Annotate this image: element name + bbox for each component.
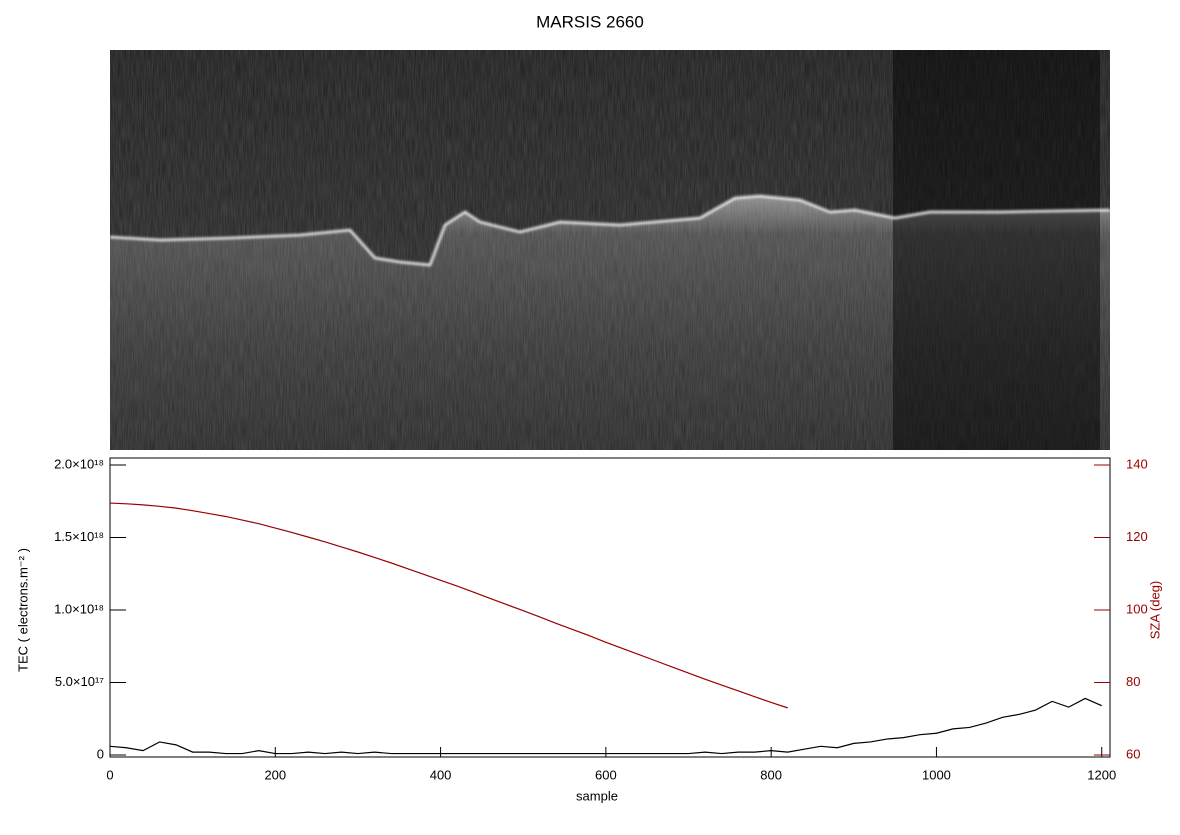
series-line: [109, 697, 1102, 755]
radargram: [109, 50, 1111, 450]
x-tick-label: 600: [595, 767, 617, 782]
y-axis-label: TEC ( electrons.m⁻² ): [15, 548, 30, 672]
x-tick-label: 1200: [1087, 767, 1116, 782]
y2-axis-label: SZA (deg): [1147, 581, 1162, 640]
y-tick-label: 0: [97, 746, 104, 761]
y-tick-label: 1.5×10¹⁸: [54, 529, 104, 544]
x-tick-label: 400: [430, 767, 452, 782]
x-axis-label: sample: [576, 788, 618, 803]
x-tick-label: 800: [760, 767, 782, 782]
y2-tick-label: 60: [1126, 746, 1140, 761]
y-tick-label: 5.0×10¹⁷: [55, 674, 104, 689]
y2-tick-label: 120: [1126, 529, 1148, 544]
y2-tick-label: 140: [1126, 456, 1148, 471]
series-line: [109, 502, 788, 709]
y2-tick-label: 80: [1126, 674, 1140, 689]
y2-tick-label: 100: [1126, 601, 1148, 616]
x-tick-label: 1000: [922, 767, 951, 782]
x-tick-label: 200: [264, 767, 286, 782]
plot-frame: [109, 457, 1111, 758]
x-tick-label: 0: [106, 767, 113, 782]
y-tick-label: 2.0×10¹⁸: [54, 456, 104, 471]
chart-title: MARSIS 2660: [536, 12, 644, 31]
y-tick-label: 1.0×10¹⁸: [54, 601, 104, 616]
